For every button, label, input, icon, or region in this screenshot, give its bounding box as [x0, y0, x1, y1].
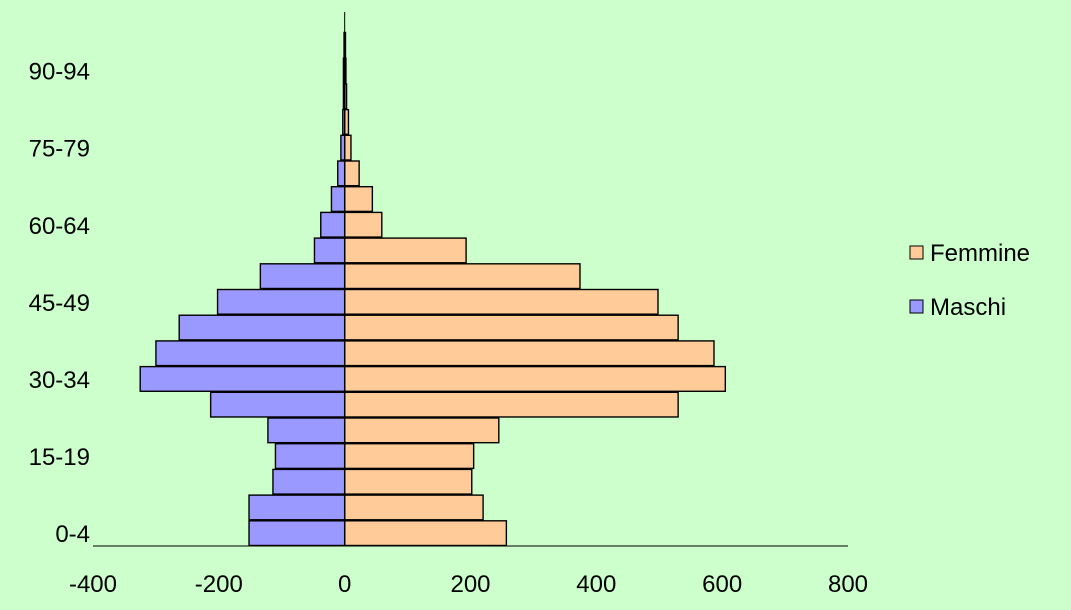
bar-femmine-40-44: [343, 314, 679, 341]
bar-femmine-30-34: [343, 365, 727, 392]
x-tick-label: 600: [702, 571, 742, 598]
x-tick-label: -400: [69, 571, 117, 598]
bar-femmine-25-29: [343, 391, 679, 418]
bar-maschi-70-74: [337, 160, 346, 187]
bar-maschi-5-9: [248, 494, 346, 521]
axes-group: [93, 12, 848, 547]
bar-femmine-10-14: [343, 468, 473, 495]
bar-maschi-65-69: [330, 186, 346, 213]
bar-femmine-75-79: [343, 134, 352, 161]
bar-maschi-10-14: [272, 468, 346, 495]
bar-femmine-15-19: [343, 443, 475, 470]
bar-maschi-55-59: [313, 237, 346, 264]
y-tick-label: 45-49: [29, 290, 90, 317]
bar-maschi-20-24: [267, 417, 346, 444]
y-tick-label: 90-94: [29, 59, 90, 86]
bar-maschi-40-44: [178, 314, 346, 341]
bar-femmine-0-4: [343, 520, 508, 547]
x-tick-label: -200: [195, 571, 243, 598]
x-tick-label: 800: [828, 571, 868, 598]
bar-maschi-60-64: [320, 211, 346, 238]
bar-maschi-35-39: [155, 340, 346, 367]
bar-maschi-25-29: [209, 391, 346, 418]
bar-femmine-35-39: [343, 340, 715, 367]
bar-femmine-20-24: [343, 417, 500, 444]
bar-maschi-0-4: [248, 520, 346, 547]
bar-femmine-55-59: [343, 237, 467, 264]
y-tick-label: 15-19: [29, 444, 90, 471]
x-tick-label: 0: [338, 571, 351, 598]
bars-group: [139, 31, 727, 547]
bar-maschi-50-54: [259, 263, 346, 290]
y-tick-label: 75-79: [29, 136, 90, 163]
bar-maschi-45-49: [216, 288, 346, 315]
y-tick-label: 0-4: [55, 521, 90, 548]
legend: Femmine Maschi: [909, 240, 1030, 321]
bar-femmine-50-54: [343, 263, 581, 290]
legend-label-maschi: Maschi: [930, 294, 1006, 321]
y-tick-labels: 0-4 15-19 30-34 45-49 60-64 75-79 90-94: [29, 59, 90, 549]
legend-swatch-femmine: [909, 245, 924, 260]
bar-femmine-60-64: [343, 211, 383, 238]
bar-femmine-5-9: [343, 494, 484, 521]
bar-femmine-65-69: [343, 186, 374, 213]
bar-maschi-30-34: [139, 365, 346, 392]
bar-maschi-75-79: [340, 134, 346, 161]
x-tick-labels: -400 -200 0 200 400 600 800: [69, 571, 868, 598]
legend-swatch-maschi: [909, 299, 924, 314]
x-tick-label: 200: [450, 571, 490, 598]
legend-label-femmine: Femmine: [930, 240, 1030, 267]
bar-maschi-15-19: [274, 443, 346, 470]
bar-femmine-45-49: [343, 288, 659, 315]
y-tick-label: 60-64: [29, 213, 90, 240]
x-tick-label: 400: [576, 571, 616, 598]
y-tick-label: 30-34: [29, 367, 90, 394]
bar-femmine-70-74: [343, 160, 360, 187]
